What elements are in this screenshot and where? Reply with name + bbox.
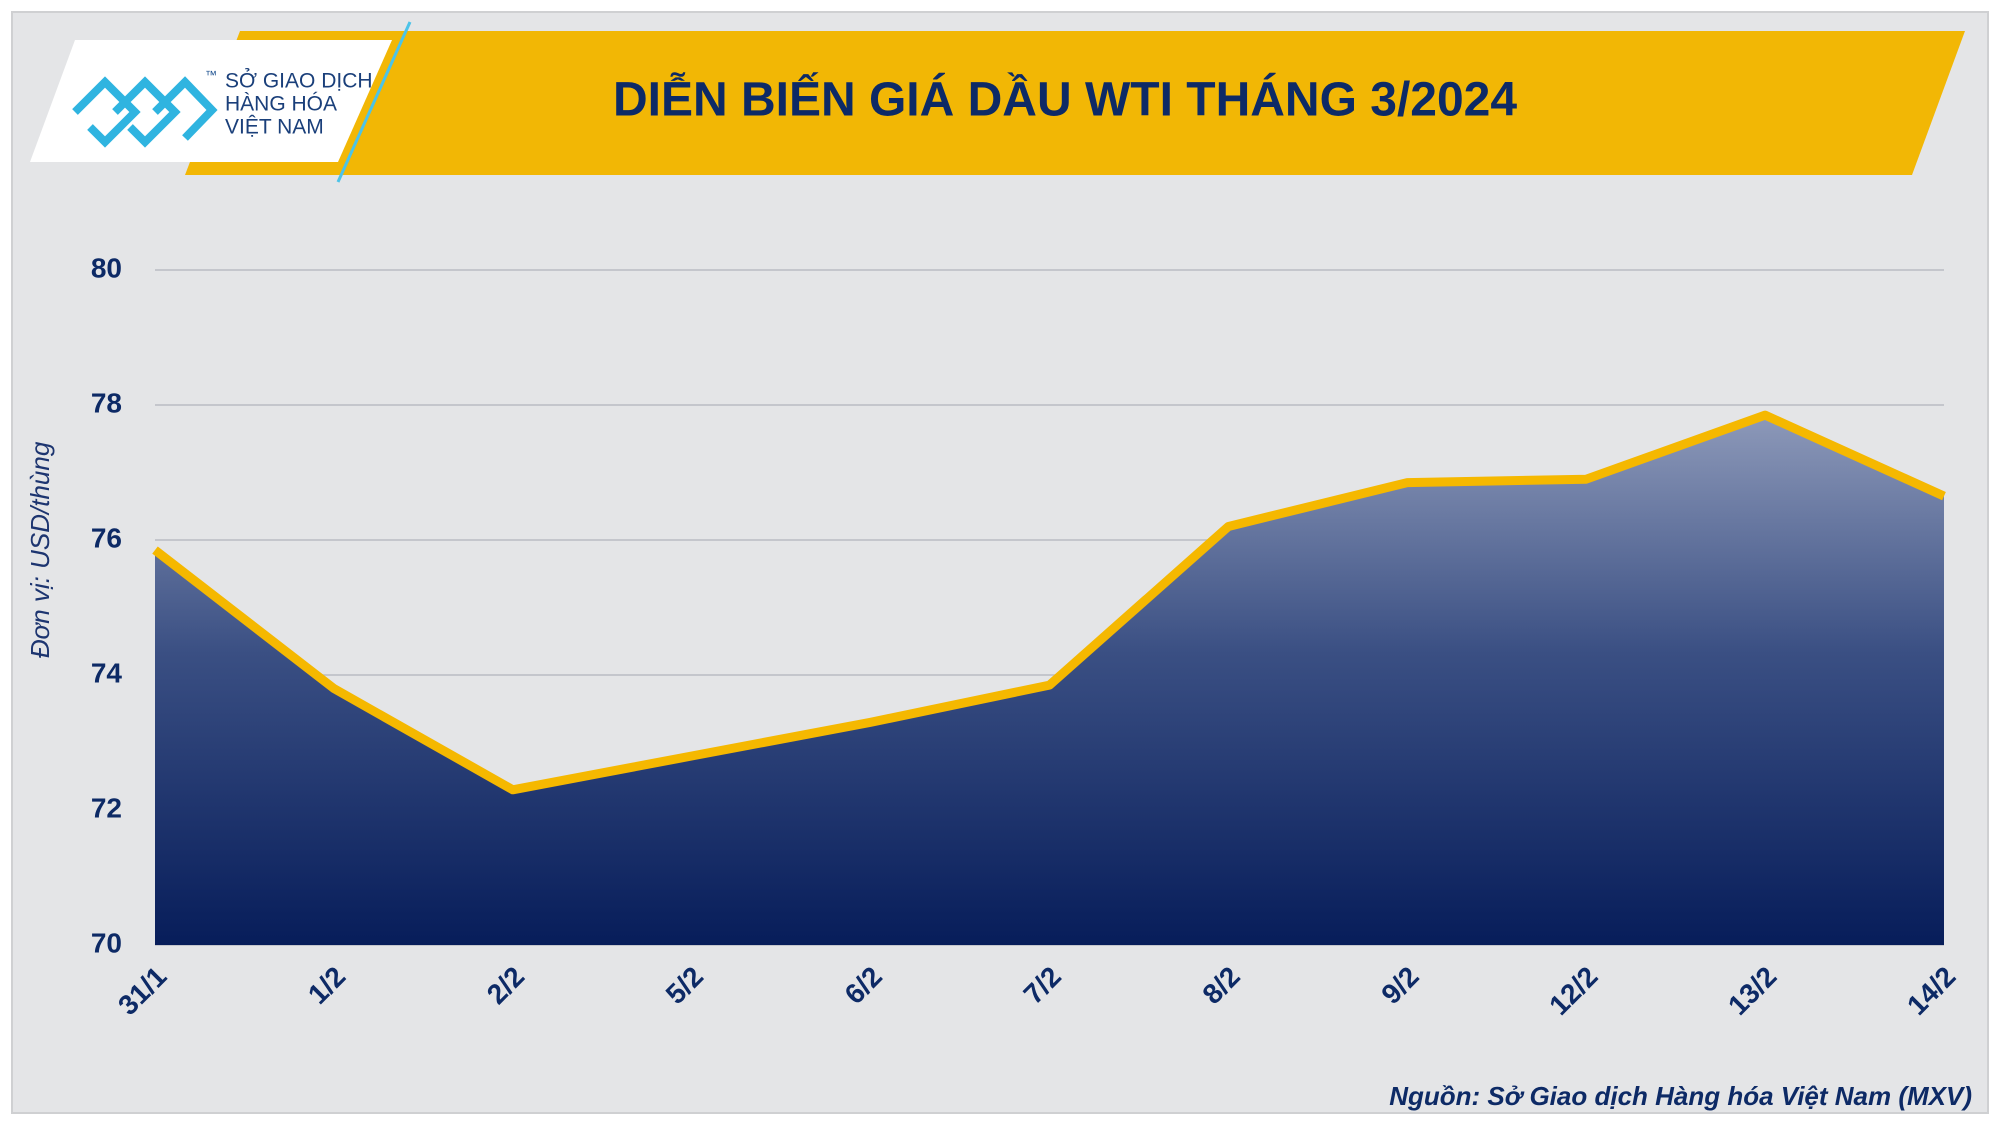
- y-tick-label: 72: [91, 792, 122, 823]
- chart-title: DIỄN BIẾN GIÁ DẦU WTI THÁNG 3/2024: [613, 73, 1517, 127]
- y-tick-label: 78: [91, 387, 122, 418]
- title-banner: [185, 31, 1965, 175]
- area: [155, 415, 1944, 946]
- logo-text: HÀNG HÓA: [225, 93, 337, 116]
- logo-text: SỞ GIAO DỊCH: [225, 69, 373, 93]
- logo-icon: [72, 76, 218, 148]
- y-tick-label: 70: [91, 927, 122, 958]
- y-axis-label: Đơn vị: USD/thùng: [25, 441, 55, 658]
- y-tick-label: 74: [91, 657, 123, 688]
- source-note: Nguồn: Sở Giao dịch Hàng hóa Việt Nam (M…: [1389, 1081, 1972, 1111]
- logo-accent: [336, 21, 412, 183]
- y-tick-label: 76: [91, 522, 122, 553]
- line: [152, 410, 1946, 795]
- logo-mark: ™: [205, 68, 217, 82]
- y-tick-label: 80: [91, 252, 122, 283]
- logo-text: VIỆT NAM: [225, 116, 324, 139]
